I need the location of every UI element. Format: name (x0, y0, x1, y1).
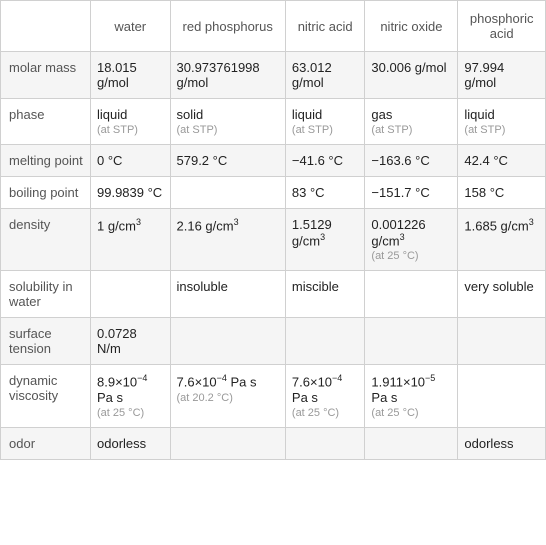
row-header: dynamic viscosity (1, 365, 91, 427)
cell (458, 318, 546, 365)
cell (365, 318, 458, 365)
cell: 18.015 g/mol (91, 52, 171, 99)
properties-table: water red phosphorus nitric acid nitric … (0, 0, 546, 460)
cell (285, 318, 365, 365)
cell-note: (at 25 °C) (371, 250, 451, 262)
row-header: surface tension (1, 318, 91, 365)
cell: 1.911×10−5 Pa s(at 25 °C) (365, 365, 458, 427)
cell: 579.2 °C (170, 145, 285, 177)
table-row: surface tension0.0728 N/m (1, 318, 546, 365)
cell: 99.9839 °C (91, 177, 171, 209)
cell (458, 365, 546, 427)
col-header: red phosphorus (170, 1, 285, 52)
table-row: density1 g/cm32.16 g/cm31.5129 g/cm30.00… (1, 209, 546, 271)
table-row: boiling point99.9839 °C 83 °C−151.7 °C158… (1, 177, 546, 209)
cell: very soluble (458, 271, 546, 318)
cell-note: (at STP) (371, 124, 451, 136)
cell: 7.6×10−4 Pa s(at 25 °C) (285, 365, 365, 427)
row-header: molar mass (1, 52, 91, 99)
col-header: water (91, 1, 171, 52)
row-header: odor (1, 427, 91, 459)
col-header: nitric oxide (365, 1, 458, 52)
cell (170, 177, 285, 209)
cell: 63.012 g/mol (285, 52, 365, 99)
cell-note: (at 25 °C) (371, 407, 451, 419)
cell: liquid(at STP) (91, 99, 171, 145)
cell (365, 271, 458, 318)
cell: 83 °C (285, 177, 365, 209)
cell: 30.006 g/mol (365, 52, 458, 99)
table-row: solubility in water insolublemiscible very… (1, 271, 546, 318)
row-header: melting point (1, 145, 91, 177)
cell: 1.685 g/cm3 (458, 209, 546, 271)
cell: −41.6 °C (285, 145, 365, 177)
cell: solid(at STP) (170, 99, 285, 145)
cell (285, 427, 365, 459)
cell: insoluble (170, 271, 285, 318)
cell (170, 427, 285, 459)
cell: odorless (91, 427, 171, 459)
cell: 42.4 °C (458, 145, 546, 177)
cell: 1 g/cm3 (91, 209, 171, 271)
cell (365, 427, 458, 459)
cell: liquid(at STP) (458, 99, 546, 145)
table-row: odorodorlessodorless (1, 427, 546, 459)
row-header: solubility in water (1, 271, 91, 318)
table-row: dynamic viscosity8.9×10−4 Pa s(at 25 °C)… (1, 365, 546, 427)
col-header: nitric acid (285, 1, 365, 52)
cell: 7.6×10−4 Pa s(at 20.2 °C) (170, 365, 285, 427)
cell: −151.7 °C (365, 177, 458, 209)
cell-note: (at STP) (97, 124, 164, 136)
corner-cell (1, 1, 91, 52)
cell: liquid(at STP) (285, 99, 365, 145)
cell-note: (at 25 °C) (97, 407, 164, 419)
table-row: phaseliquid(at STP)solid(at STP)liquid(a… (1, 99, 546, 145)
table-row: melting point0 °C579.2 °C−41.6 °C−163.6 … (1, 145, 546, 177)
cell: −163.6 °C (365, 145, 458, 177)
cell: 2.16 g/cm3 (170, 209, 285, 271)
cell: miscible (285, 271, 365, 318)
cell: 0 °C (91, 145, 171, 177)
row-header: density (1, 209, 91, 271)
table-body: molar mass18.015 g/mol30.973761998 g/mol… (1, 52, 546, 460)
cell-note: (at 20.2 °C) (177, 392, 279, 404)
cell: 1.5129 g/cm3 (285, 209, 365, 271)
cell-note: (at STP) (177, 124, 279, 136)
cell-note: (at STP) (292, 124, 359, 136)
col-header: phosphoric acid (458, 1, 546, 52)
cell: 8.9×10−4 Pa s(at 25 °C) (91, 365, 171, 427)
cell (91, 271, 171, 318)
table-row: molar mass18.015 g/mol30.973761998 g/mol… (1, 52, 546, 99)
cell: gas(at STP) (365, 99, 458, 145)
cell (170, 318, 285, 365)
cell: 158 °C (458, 177, 546, 209)
header-row: water red phosphorus nitric acid nitric … (1, 1, 546, 52)
row-header: boiling point (1, 177, 91, 209)
cell: 97.994 g/mol (458, 52, 546, 99)
cell: 0.0728 N/m (91, 318, 171, 365)
cell: 0.001226 g/cm3(at 25 °C) (365, 209, 458, 271)
cell-note: (at STP) (464, 124, 539, 136)
cell: 30.973761998 g/mol (170, 52, 285, 99)
cell: odorless (458, 427, 546, 459)
cell-note: (at 25 °C) (292, 407, 359, 419)
row-header: phase (1, 99, 91, 145)
